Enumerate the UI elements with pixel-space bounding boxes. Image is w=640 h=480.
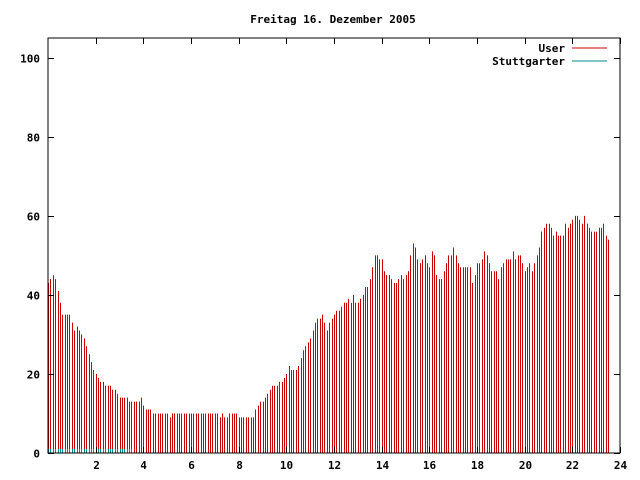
x-tick-label: 2 [93, 459, 100, 472]
legend-label-user: User [539, 42, 566, 55]
x-tick-label: 16 [423, 459, 437, 472]
legend: User Stuttgarter [492, 42, 607, 68]
y-tick-label: 60 [27, 211, 40, 224]
x-tick-label: 24 [614, 459, 628, 472]
plot-area-border [47, 37, 621, 454]
x-tick-label: 10 [280, 459, 293, 472]
chart-title: Freitag 16. Dezember 2005 [250, 13, 416, 26]
x-tick-label: 12 [328, 459, 341, 472]
x-tick-label: 4 [140, 459, 147, 472]
bar-series-group [48, 215, 609, 453]
x-tick-label: 20 [519, 459, 532, 472]
y-tick-label: 40 [27, 290, 40, 303]
y-tick-label: 0 [33, 448, 40, 461]
y-tick-label: 100 [20, 53, 40, 66]
x-tick-label: 14 [376, 459, 390, 472]
x-tick-label: 22 [566, 459, 579, 472]
legend-label-stuttgarter: Stuttgarter [492, 55, 565, 68]
x-tick-label: 6 [188, 459, 195, 472]
y-tick-label: 80 [27, 132, 40, 145]
x-tick-label: 8 [236, 459, 243, 472]
y-tick-label: 20 [27, 369, 40, 382]
x-tick-label: 18 [471, 459, 484, 472]
